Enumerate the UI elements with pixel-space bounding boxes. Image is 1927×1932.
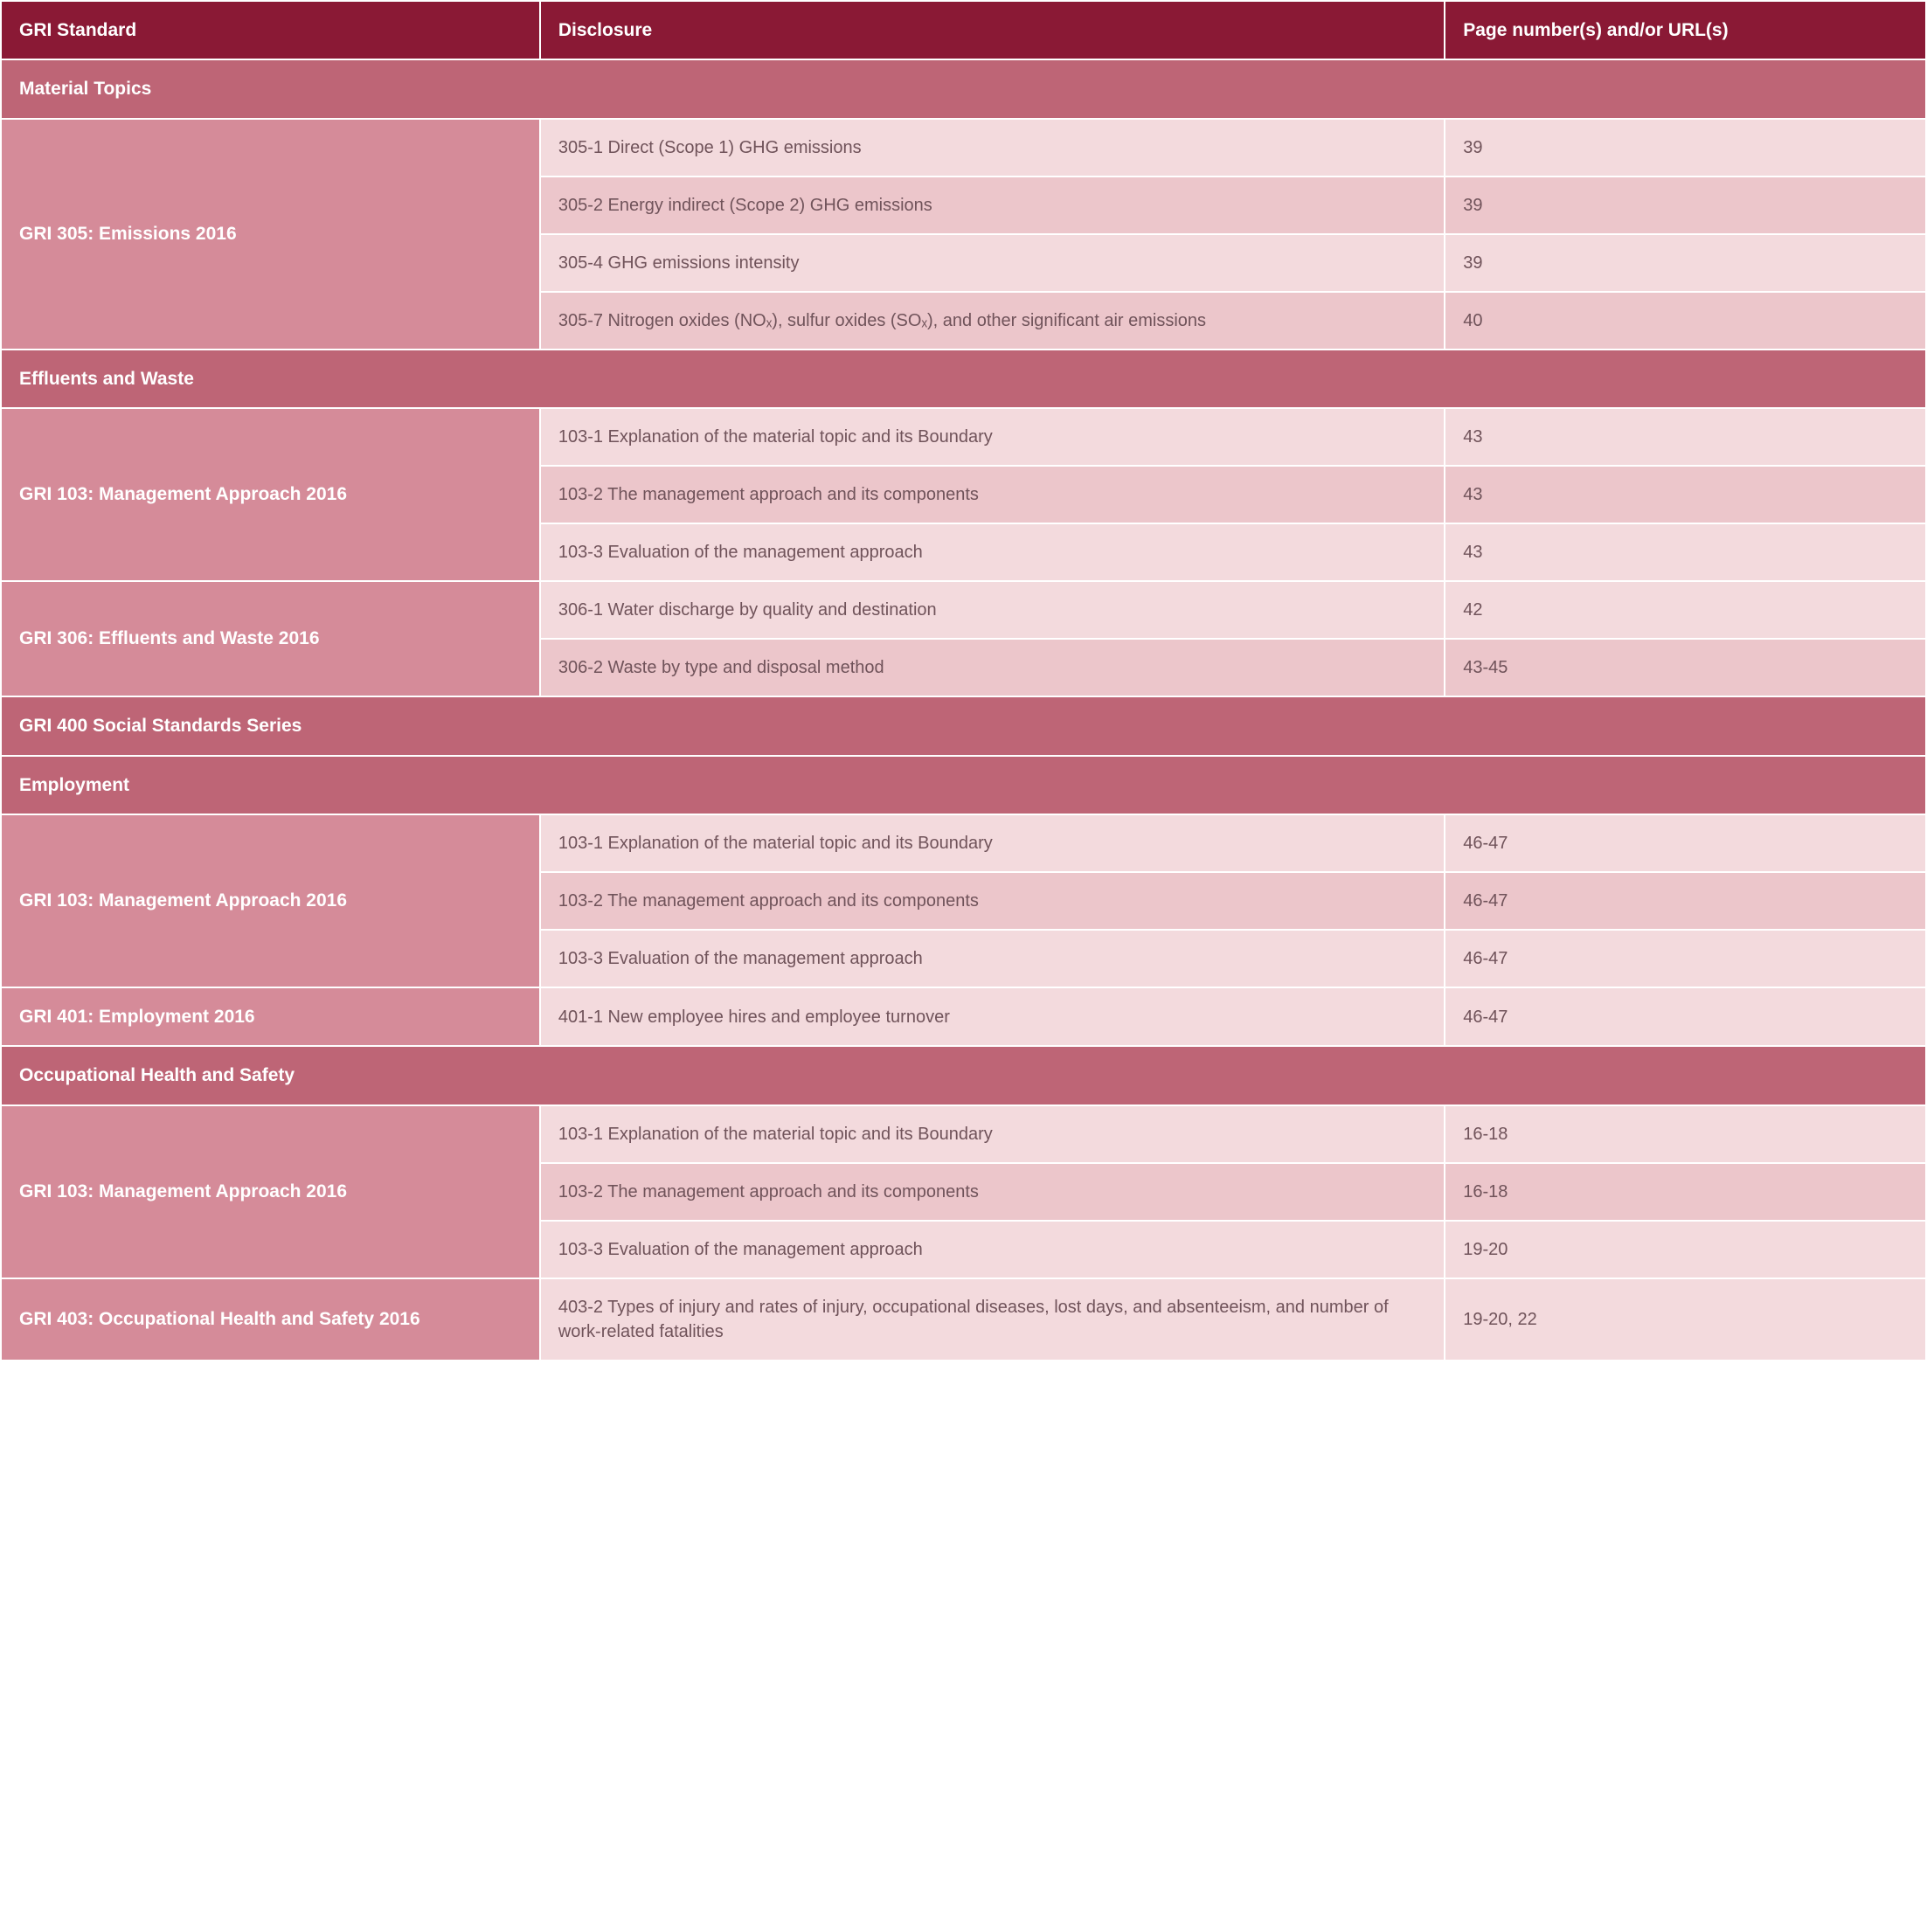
disclosure-cell: 401-1 New employee hires and employee tu… (540, 987, 1445, 1046)
header-page: Page number(s) and/or URL(s) (1445, 1, 1926, 59)
table-row: GRI 103: Management Approach 2016 103-1 … (1, 1105, 1926, 1163)
page-cell: 19-20, 22 (1445, 1278, 1926, 1361)
page-cell: 46-47 (1445, 930, 1926, 987)
disclosure-cell: 305-7 Nitrogen oxides (NOₓ), sulfur oxid… (540, 292, 1445, 350)
disclosure-cell: 103-2 The management approach and its co… (540, 466, 1445, 523)
table-row: GRI 305: Emissions 2016 305-1 Direct (Sc… (1, 119, 1926, 177)
section-row: Occupational Health and Safety (1, 1046, 1926, 1104)
page-cell: 16-18 (1445, 1163, 1926, 1221)
section-title: Occupational Health and Safety (1, 1046, 1926, 1104)
table-row: GRI 103: Management Approach 2016 103-1 … (1, 814, 1926, 872)
standard-cell: GRI 403: Occupational Health and Safety … (1, 1278, 540, 1361)
series-row: GRI 400 Social Standards Series (1, 696, 1926, 755)
page-cell: 39 (1445, 119, 1926, 177)
header-standard: GRI Standard (1, 1, 540, 59)
disclosure-cell: 103-3 Evaluation of the management appro… (540, 523, 1445, 581)
section-title: Employment (1, 756, 1926, 814)
section-title: Material Topics (1, 59, 1926, 118)
disclosure-cell: 103-2 The management approach and its co… (540, 1163, 1445, 1221)
table-row: GRI 306: Effluents and Waste 2016 306-1 … (1, 581, 1926, 639)
page-cell: 43 (1445, 523, 1926, 581)
disclosure-cell: 305-4 GHG emissions intensity (540, 234, 1445, 292)
page-cell: 40 (1445, 292, 1926, 350)
page-cell: 39 (1445, 177, 1926, 234)
disclosure-cell: 305-2 Energy indirect (Scope 2) GHG emis… (540, 177, 1445, 234)
standard-cell: GRI 305: Emissions 2016 (1, 119, 540, 350)
disclosure-cell: 103-1 Explanation of the material topic … (540, 814, 1445, 872)
standard-cell: GRI 306: Effluents and Waste 2016 (1, 581, 540, 696)
standard-cell: GRI 401: Employment 2016 (1, 987, 540, 1046)
page-cell: 16-18 (1445, 1105, 1926, 1163)
disclosure-cell: 403-2 Types of injury and rates of injur… (540, 1278, 1445, 1361)
table-row: GRI 401: Employment 2016 401-1 New emplo… (1, 987, 1926, 1046)
disclosure-cell: 306-2 Waste by type and disposal method (540, 639, 1445, 696)
page-cell: 46-47 (1445, 872, 1926, 930)
table-body: GRI Standard Disclosure Page number(s) a… (1, 1, 1926, 1361)
section-row: Material Topics (1, 59, 1926, 118)
disclosure-cell: 103-3 Evaluation of the management appro… (540, 1221, 1445, 1278)
page-cell: 43 (1445, 408, 1926, 466)
table-row: GRI 403: Occupational Health and Safety … (1, 1278, 1926, 1361)
disclosure-cell: 305-1 Direct (Scope 1) GHG emissions (540, 119, 1445, 177)
section-row: Effluents and Waste (1, 350, 1926, 408)
page-cell: 43 (1445, 466, 1926, 523)
series-title: GRI 400 Social Standards Series (1, 696, 1926, 755)
standard-cell: GRI 103: Management Approach 2016 (1, 1105, 540, 1278)
page-cell: 46-47 (1445, 987, 1926, 1046)
standard-cell: GRI 103: Management Approach 2016 (1, 408, 540, 581)
disclosure-cell: 103-2 The management approach and its co… (540, 872, 1445, 930)
header-row: GRI Standard Disclosure Page number(s) a… (1, 1, 1926, 59)
page-cell: 46-47 (1445, 814, 1926, 872)
page-cell: 19-20 (1445, 1221, 1926, 1278)
header-disclosure: Disclosure (540, 1, 1445, 59)
table-row: GRI 103: Management Approach 2016 103-1 … (1, 408, 1926, 466)
section-row: Employment (1, 756, 1926, 814)
standard-cell: GRI 103: Management Approach 2016 (1, 814, 540, 987)
page-cell: 39 (1445, 234, 1926, 292)
disclosure-cell: 103-1 Explanation of the material topic … (540, 1105, 1445, 1163)
page-cell: 42 (1445, 581, 1926, 639)
gri-index-table: GRI Standard Disclosure Page number(s) a… (0, 0, 1927, 1361)
disclosure-cell: 103-3 Evaluation of the management appro… (540, 930, 1445, 987)
page-cell: 43-45 (1445, 639, 1926, 696)
section-title: Effluents and Waste (1, 350, 1926, 408)
disclosure-cell: 306-1 Water discharge by quality and des… (540, 581, 1445, 639)
disclosure-cell: 103-1 Explanation of the material topic … (540, 408, 1445, 466)
